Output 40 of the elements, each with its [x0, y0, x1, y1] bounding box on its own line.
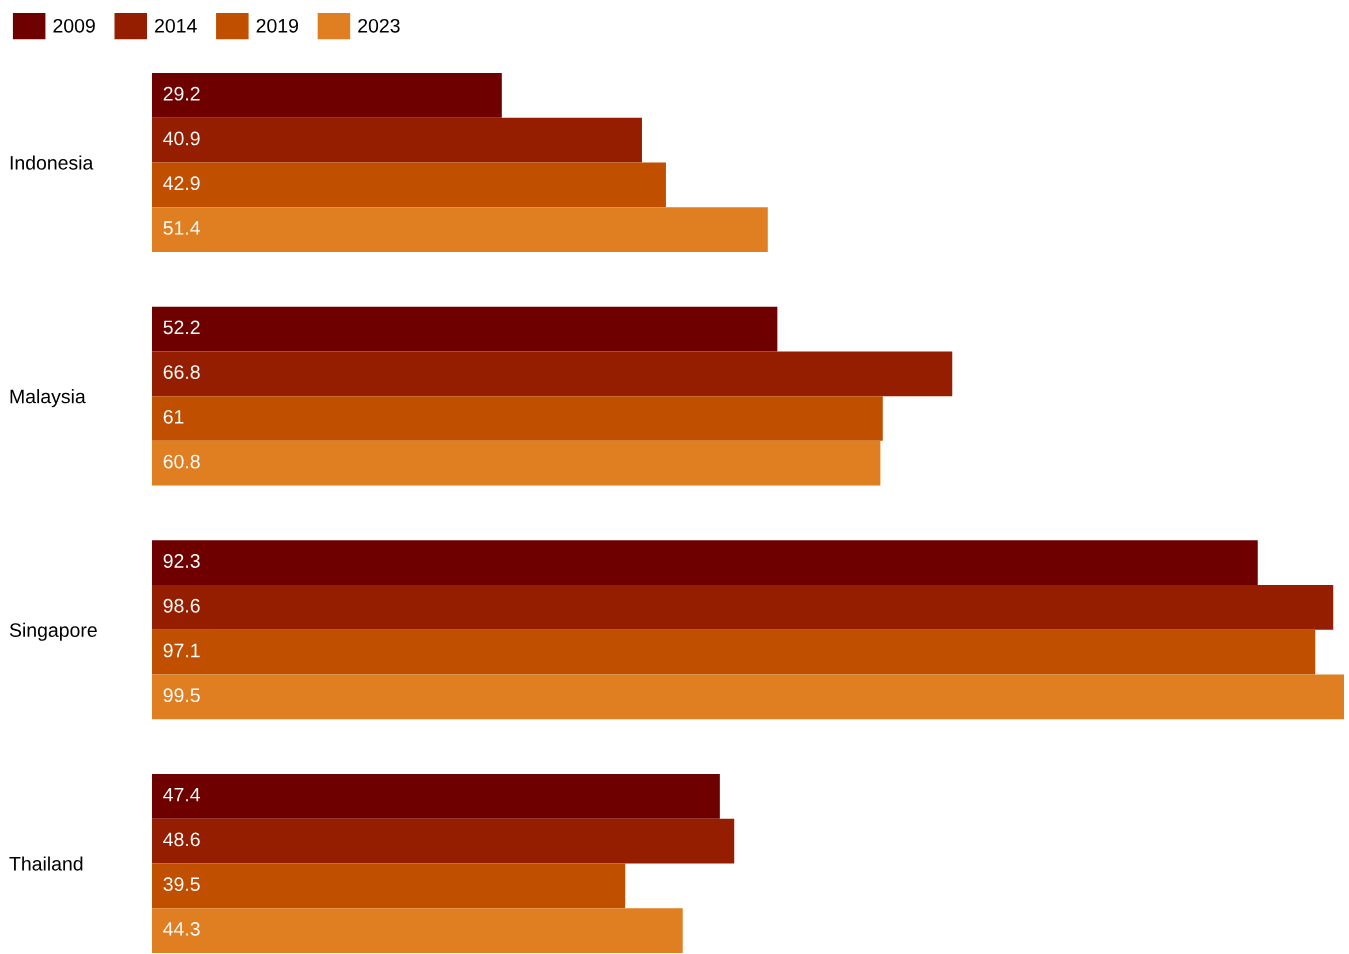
data-label: 99.5 [163, 688, 200, 703]
bar [152, 117, 642, 163]
data-label: 52.2 [163, 320, 200, 335]
data-label: 66.8 [163, 365, 200, 379]
bar [152, 773, 720, 819]
data-label: 42.9 [163, 176, 200, 191]
data-label: 47.4 [163, 787, 200, 802]
bar [152, 207, 768, 252]
data-label: 98.6 [163, 598, 200, 613]
legend-label: 2014 [155, 18, 197, 33]
data-label: 97.1 [163, 643, 200, 658]
bar [152, 306, 778, 352]
bar [152, 162, 666, 208]
legend-label: 2023 [358, 18, 400, 33]
bar [152, 540, 1258, 586]
bar [152, 674, 1344, 720]
y-tick-label: Malaysia [10, 389, 86, 408]
bar [152, 440, 881, 486]
legend-label: 2019 [256, 18, 298, 33]
bar [152, 396, 883, 441]
data-label: 40.9 [163, 131, 200, 146]
data-label: 29.2 [163, 86, 200, 101]
data-label: 44.3 [163, 921, 200, 936]
bar [152, 863, 626, 909]
data-label: 39.5 [163, 877, 200, 892]
bar [152, 585, 1334, 630]
data-label: 48.6 [163, 832, 200, 847]
legend-label: 2009 [53, 18, 95, 33]
bar [152, 73, 502, 118]
y-tick-label: Singapore [9, 622, 97, 641]
bar [152, 629, 1316, 675]
data-label: 51.4 [163, 221, 200, 235]
data-label: 61 [163, 409, 184, 424]
y-tick-label: Thailand [9, 856, 83, 871]
bar [152, 818, 735, 864]
bar [152, 908, 683, 953]
bar [152, 351, 953, 397]
y-tick-label: Indonesia [10, 155, 94, 170]
data-label: 92.3 [163, 554, 200, 568]
data-label: 60.8 [163, 454, 200, 469]
